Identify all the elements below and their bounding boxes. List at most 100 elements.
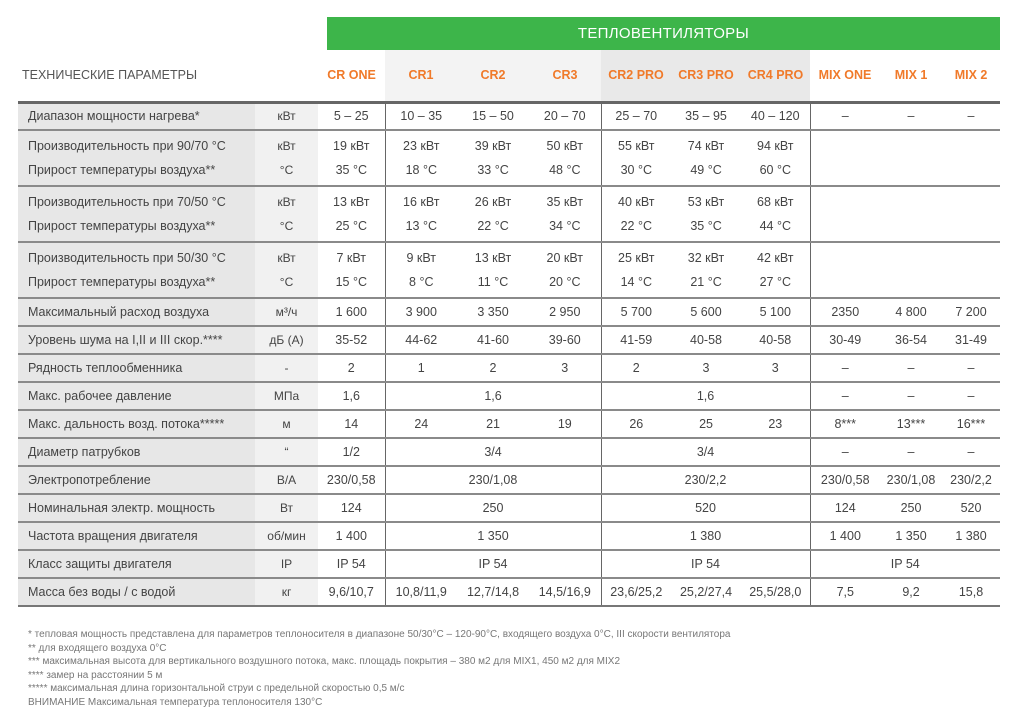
value-cell: 39-60: [529, 325, 602, 354]
value-cell: 41-59: [601, 325, 672, 354]
value-line: 230/0,58: [326, 473, 376, 487]
value-line: 1: [417, 361, 425, 375]
value-line: 3 900: [405, 305, 437, 319]
label-line: Макс. рабочее давление: [28, 389, 172, 403]
value-cell: –: [810, 353, 881, 382]
value-line: 25: [699, 417, 713, 431]
value-line: 8 °C: [409, 275, 434, 289]
value-cell: 10,8/11,9: [385, 577, 458, 607]
value-line: 230/1,08: [886, 473, 936, 487]
table-row: Диаметр патрубков “ 1/2 3/4 3/4 – – –: [18, 437, 1001, 466]
spec-table: ТЕХНИЧЕСКИЕ ПАРАМЕТРЫ CR ONE CR1 CR2 CR3 CR2 …: [18, 50, 1001, 607]
footnote: ***** максимальная длина горизонтальной …: [28, 683, 405, 695]
value-cell: –: [880, 100, 943, 130]
parameter-label: Производительность при 70/50 °C Прирост т…: [18, 185, 255, 242]
value-cell: 74 кВт 49 °C: [671, 129, 742, 186]
value-cell: 23 кВт 18 °C: [385, 129, 458, 186]
value-line: 124: [834, 501, 856, 515]
value-line: 40 кВт: [618, 195, 655, 209]
value-cell: IP 54: [318, 549, 386, 578]
value-cell: [810, 185, 881, 242]
value-line: 250: [900, 501, 922, 515]
value-cell: 36-54: [880, 325, 943, 354]
value-line: 10,8/11,9: [395, 585, 447, 599]
label-line: Производительность при 50/30 °C: [28, 251, 226, 265]
value-cell: 14,5/16,9: [529, 577, 602, 607]
unit-line: B/A: [276, 473, 297, 487]
value-cell: 1 350: [385, 521, 602, 550]
value-line: –: [907, 389, 915, 403]
value-line: –: [841, 389, 849, 403]
value-line: 25 °C: [335, 219, 367, 233]
value-line: 44-62: [405, 333, 438, 347]
value-line: –: [907, 445, 915, 459]
value-line: 21 °C: [690, 275, 722, 289]
unit-cell: МПа: [255, 381, 319, 410]
value-line: 1 380: [955, 529, 987, 543]
value-line: IP 54: [691, 557, 720, 571]
table-row: Производительность при 70/50 °C Прирост т…: [18, 185, 1001, 242]
value-line: 12,7/14,8: [466, 585, 520, 599]
value-cell: 9,2: [880, 577, 943, 607]
value-cell: 230/1,08: [880, 465, 943, 494]
value-cell: IP 54: [601, 549, 811, 578]
value-line: 23 кВт: [403, 139, 440, 153]
value-cell: 15 – 50: [457, 100, 530, 130]
value-line: 42 кВт: [757, 251, 794, 265]
value-line: 5 100: [759, 305, 791, 319]
value-cell: 250: [880, 493, 943, 522]
footnote: **** замер на расстоянии 5 м: [28, 669, 163, 681]
value-cell: –: [942, 381, 1001, 410]
footnote: ВНИМАНИЕ Максимальная температура теплон…: [28, 696, 323, 708]
parameter-label: Макс. дальность возд. потока*****: [18, 409, 255, 438]
value-line: 1,6: [342, 389, 360, 403]
value-line: 20 кВт: [546, 251, 584, 265]
parameter-label: Электропотребление: [18, 465, 255, 494]
value-cell: –: [810, 381, 881, 410]
model-header: MIX ONE: [818, 68, 872, 83]
value-cell: 1 380: [601, 521, 811, 550]
value-cell: 1,6: [385, 381, 602, 410]
table-row: Уровень шума на I,II и III скор.**** дБ (…: [18, 325, 1001, 354]
value-cell: 1/2: [318, 437, 386, 466]
value-cell: –: [810, 437, 881, 466]
value-line: –: [841, 445, 849, 459]
unit-line: Вт: [279, 501, 294, 515]
value-cell: 7 200: [942, 297, 1001, 326]
value-cell: –: [810, 100, 881, 130]
value-line: 74 кВт: [687, 139, 725, 153]
value-cell: 124: [318, 493, 386, 522]
value-line: 5 – 25: [333, 109, 369, 124]
value-line: 55 кВт: [618, 139, 655, 153]
value-cell: 5 700: [601, 297, 672, 326]
unit-line: “: [284, 445, 289, 459]
value-line: 19 кВт: [333, 139, 370, 153]
unit-line: °C: [279, 275, 294, 289]
value-cell: 3: [529, 353, 602, 382]
value-line: 230/1,08: [468, 473, 518, 487]
parameter-label: Рядность теплообменника: [18, 353, 255, 382]
value-cell: 39 кВт 33 °C: [457, 129, 530, 186]
unit-cell: кг: [255, 577, 319, 607]
table-row: Электропотребление B/A 230/0,58 230/1,08 230…: [18, 465, 1001, 494]
value-cell: 94 кВт 60 °C: [741, 129, 811, 186]
value-cell: 14: [318, 409, 386, 438]
value-cell: [942, 185, 1001, 242]
unit-line: кВт: [277, 109, 296, 124]
value-cell: [880, 129, 943, 186]
value-line: 40 – 120: [750, 109, 800, 124]
value-cell: –: [942, 100, 1001, 130]
value-cell: 124: [810, 493, 881, 522]
value-line: 3/4: [696, 445, 715, 459]
value-line: 26 кВт: [474, 195, 512, 209]
label-line: Номинальная электр. мощность: [28, 501, 216, 515]
value-cell: 44-62: [385, 325, 458, 354]
value-line: –: [907, 361, 915, 375]
unit-line: кг: [281, 585, 292, 599]
value-line: 53 кВт: [687, 195, 725, 209]
value-cell: 3 350: [457, 297, 530, 326]
value-line: 41-59: [620, 333, 653, 347]
value-cell: [810, 129, 881, 186]
value-line: 39-60: [548, 333, 581, 347]
value-line: 25 – 70: [615, 109, 658, 124]
